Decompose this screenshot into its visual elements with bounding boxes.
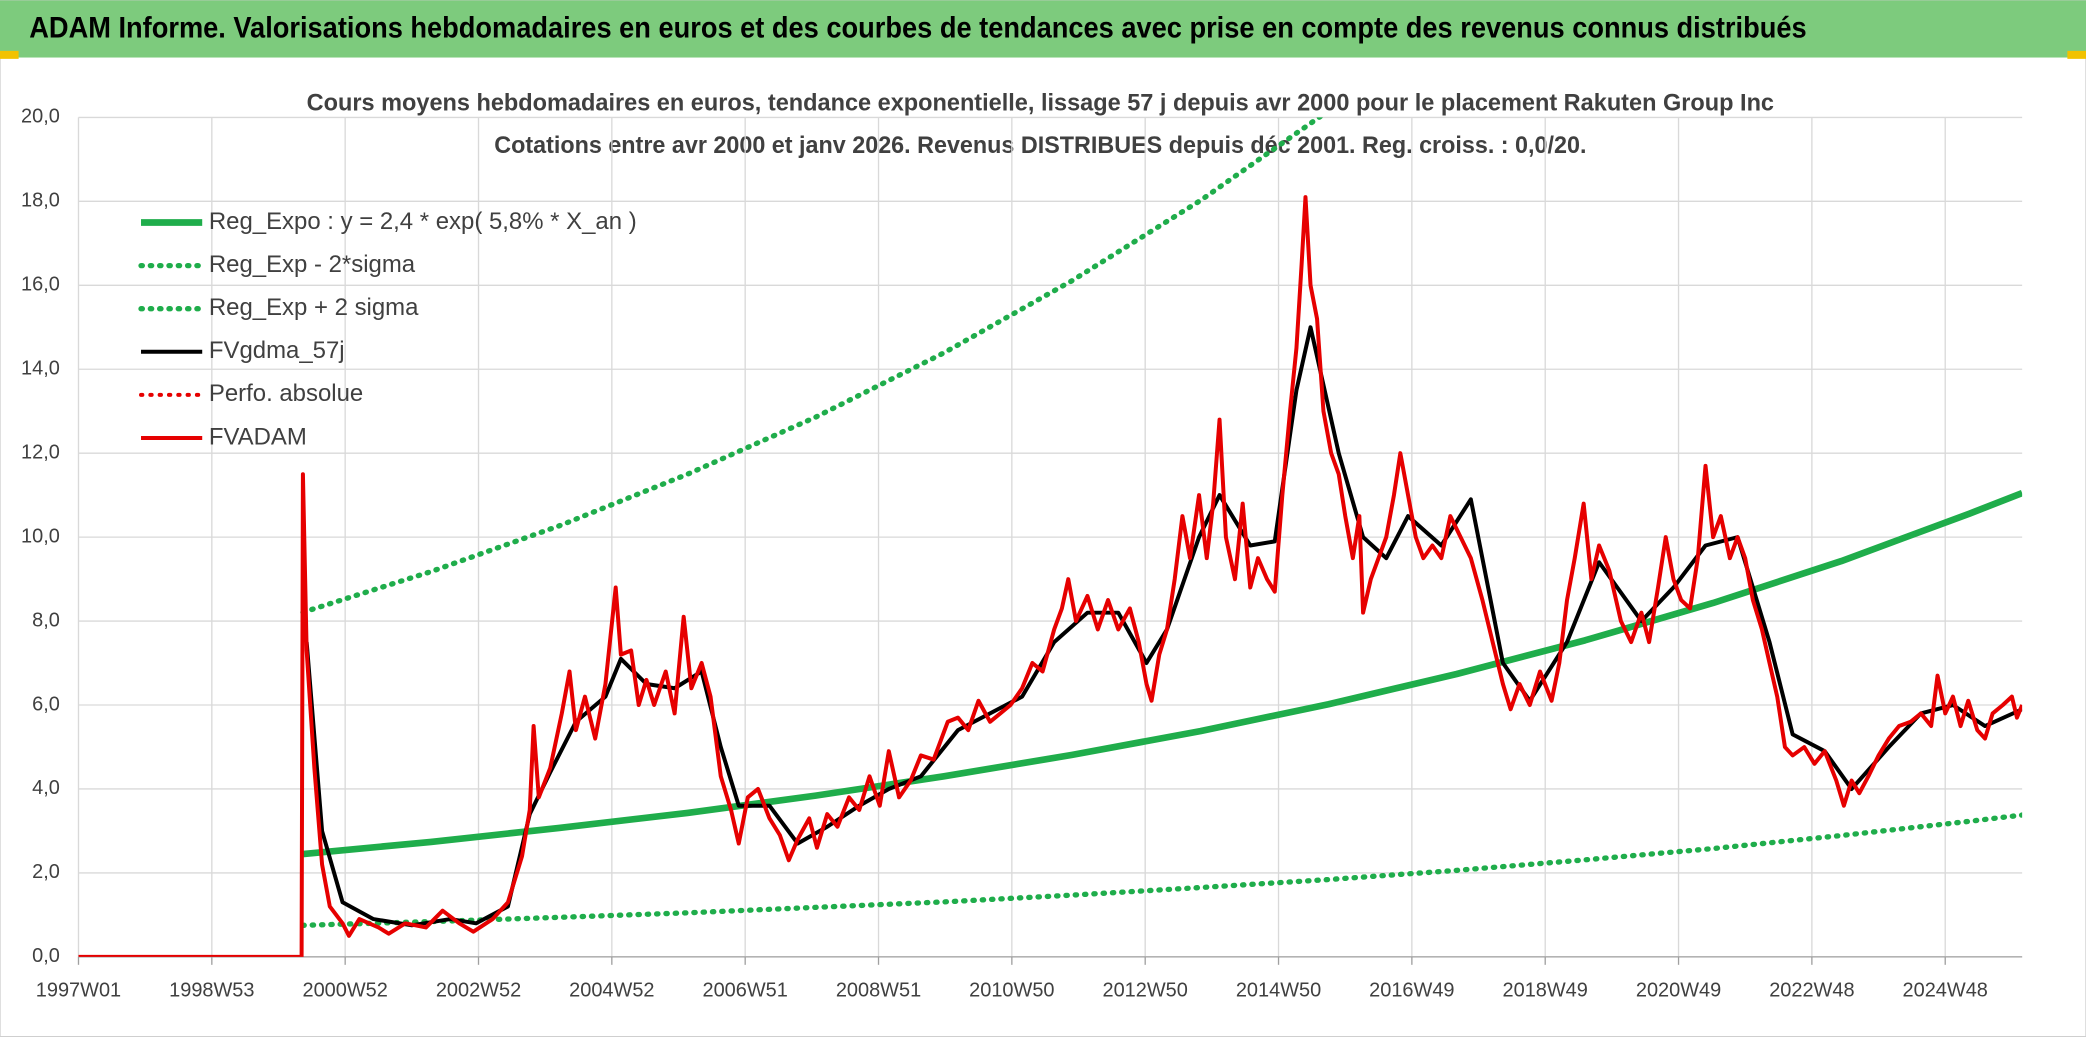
legend-label: Reg_Exp + 2 sigma: [209, 294, 419, 321]
y-tick-label: 16,0: [21, 274, 60, 296]
x-tick-label: 2014W50: [1236, 980, 1321, 1002]
y-tick-label: 14,0: [21, 357, 60, 379]
chart-title: ADAM Informe. Valorisations hebdomadaire…: [29, 12, 1806, 44]
legend-label: Reg_Expo : y = 2,4 * exp( 5,8% * X_an ): [209, 208, 637, 235]
y-tick-label: 10,0: [21, 525, 60, 547]
legend-label: Perfo. absolue: [209, 380, 363, 407]
corner: [0, 50, 19, 59]
x-tick-label: 2000W52: [302, 980, 387, 1002]
corner: [2067, 50, 2086, 59]
x-tick-label: 2024W48: [1903, 980, 1988, 1002]
y-tick-label: 18,0: [21, 190, 60, 212]
x-tick-label: 2022W48: [1769, 980, 1854, 1002]
y-tick-label: 12,0: [21, 441, 60, 463]
x-tick-label: 2008W51: [836, 980, 921, 1002]
series-line: [300, 117, 1324, 615]
plot-area: [78, 117, 2023, 957]
x-tick-label: 1998W53: [169, 980, 254, 1002]
series-line: [302, 489, 2023, 858]
x-tick-label: 1997W01: [36, 980, 121, 1002]
x-tick-label: 2006W51: [702, 980, 787, 1002]
x-tick-label: 2012W50: [1103, 980, 1188, 1002]
x-tick-label: 2016W49: [1369, 980, 1454, 1002]
y-tick-label: 20,0: [21, 106, 60, 128]
y-tick-label: 6,0: [32, 693, 60, 715]
x-tick-label: 2010W50: [969, 980, 1054, 1002]
chart-subtitle: Cours moyens hebdomadaires en euros, ten…: [307, 89, 1774, 116]
y-tick-label: 8,0: [32, 609, 60, 631]
x-tick-label: 2002W52: [436, 980, 521, 1002]
x-tick-label: 2018W49: [1503, 980, 1588, 1002]
chart-subtitle: Cotations entre avr 2000 et janv 2026. R…: [494, 132, 1586, 159]
y-tick-label: 4,0: [32, 777, 60, 799]
series-line: [300, 812, 2023, 928]
series-line: [78, 195, 2023, 957]
x-tick-label: 2004W52: [569, 980, 654, 1002]
legend-label: FVgdma_57j: [209, 337, 345, 364]
legend-label: Reg_Exp - 2*sigma: [209, 251, 416, 278]
x-tick-label: 2020W49: [1636, 980, 1721, 1002]
y-tick-label: 2,0: [32, 861, 60, 883]
y-tick-label: 0,0: [32, 945, 60, 967]
legend-label: FVADAM: [209, 423, 307, 450]
title-bar: [0, 0, 2086, 58]
